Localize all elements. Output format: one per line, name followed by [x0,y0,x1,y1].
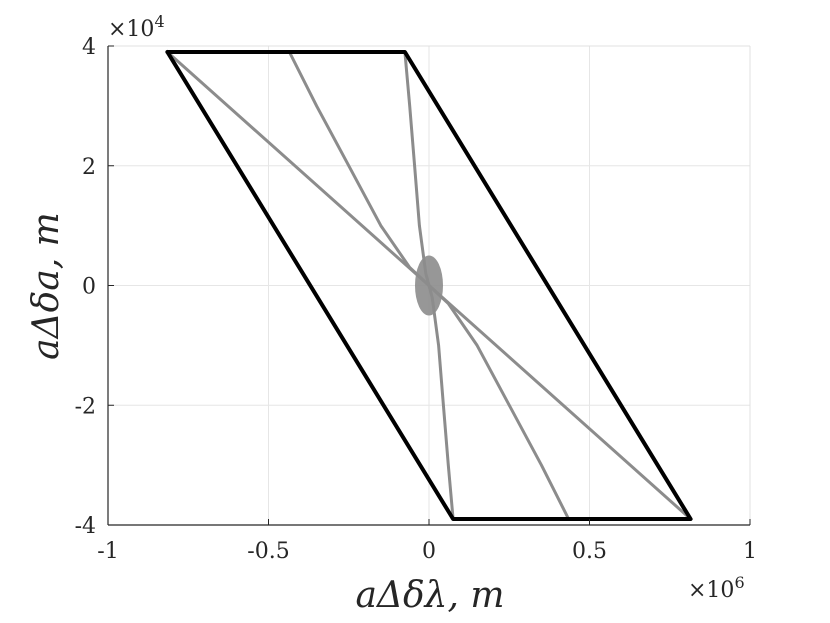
x-tick-label: -1 [97,539,118,564]
y-tick-label: -4 [75,514,96,539]
x-tick-label: -0.5 [247,539,289,564]
x-axis-label: aΔδλ, m [356,575,505,616]
series-group [165,50,693,521]
x-tick-label: 0.5 [572,539,607,564]
y-tick-labels: -4 -2 0 2 4 [75,35,96,539]
y-axis-label: aΔδa, m [26,212,67,360]
y-tick-label: 4 [82,35,96,60]
x-tick-labels: -1 -0.5 0 0.5 1 [97,539,757,564]
y-axis-multiplier: ×104 [108,12,165,42]
x-axis-multiplier: ×106 [688,573,745,603]
x-tick-label: 0 [422,539,436,564]
series-line-3 [165,50,693,521]
x-tick-label: 1 [743,539,757,564]
y-tick-label: -2 [75,394,96,419]
series-line-2 [403,50,455,521]
y-tick-label: 2 [82,155,96,180]
axes [107,45,751,526]
y-tick-label: 0 [82,275,96,300]
